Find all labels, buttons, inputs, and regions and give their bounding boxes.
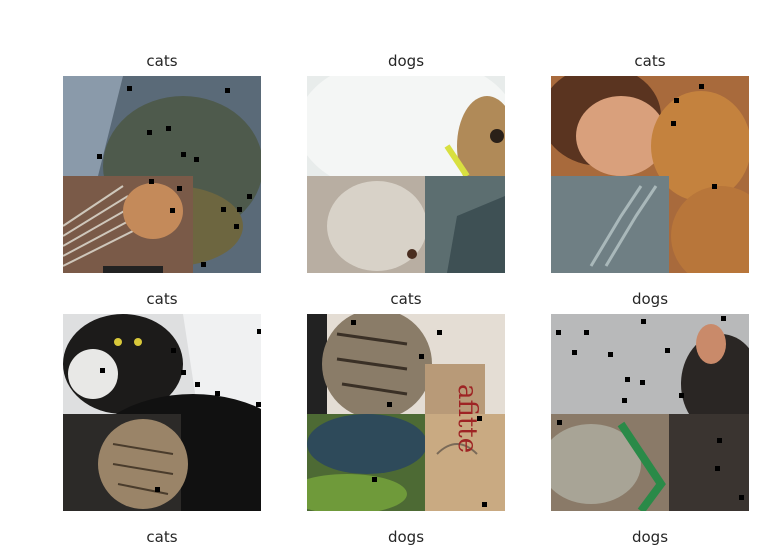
image-label: cats — [146, 290, 178, 308]
image-label: dogs — [631, 290, 669, 308]
image-label: cats — [634, 52, 666, 70]
dog-paw-augmented-photo — [551, 314, 749, 511]
image-label: dogs — [387, 52, 425, 70]
girl-with-cat-augmented-photo — [551, 76, 749, 273]
image-label: cats — [390, 290, 422, 308]
image-label: cats — [146, 52, 178, 70]
image-label: dogs — [387, 528, 425, 546]
black-white-cat-augmented-photo — [63, 314, 261, 511]
white-dog-augmented-photo — [307, 76, 505, 273]
image-label: cats — [146, 528, 178, 546]
image-label: dogs — [631, 528, 669, 546]
tabby-cat-augmented-photo: afitte — [307, 314, 505, 511]
cat-dog-augmented-photo — [63, 76, 261, 273]
